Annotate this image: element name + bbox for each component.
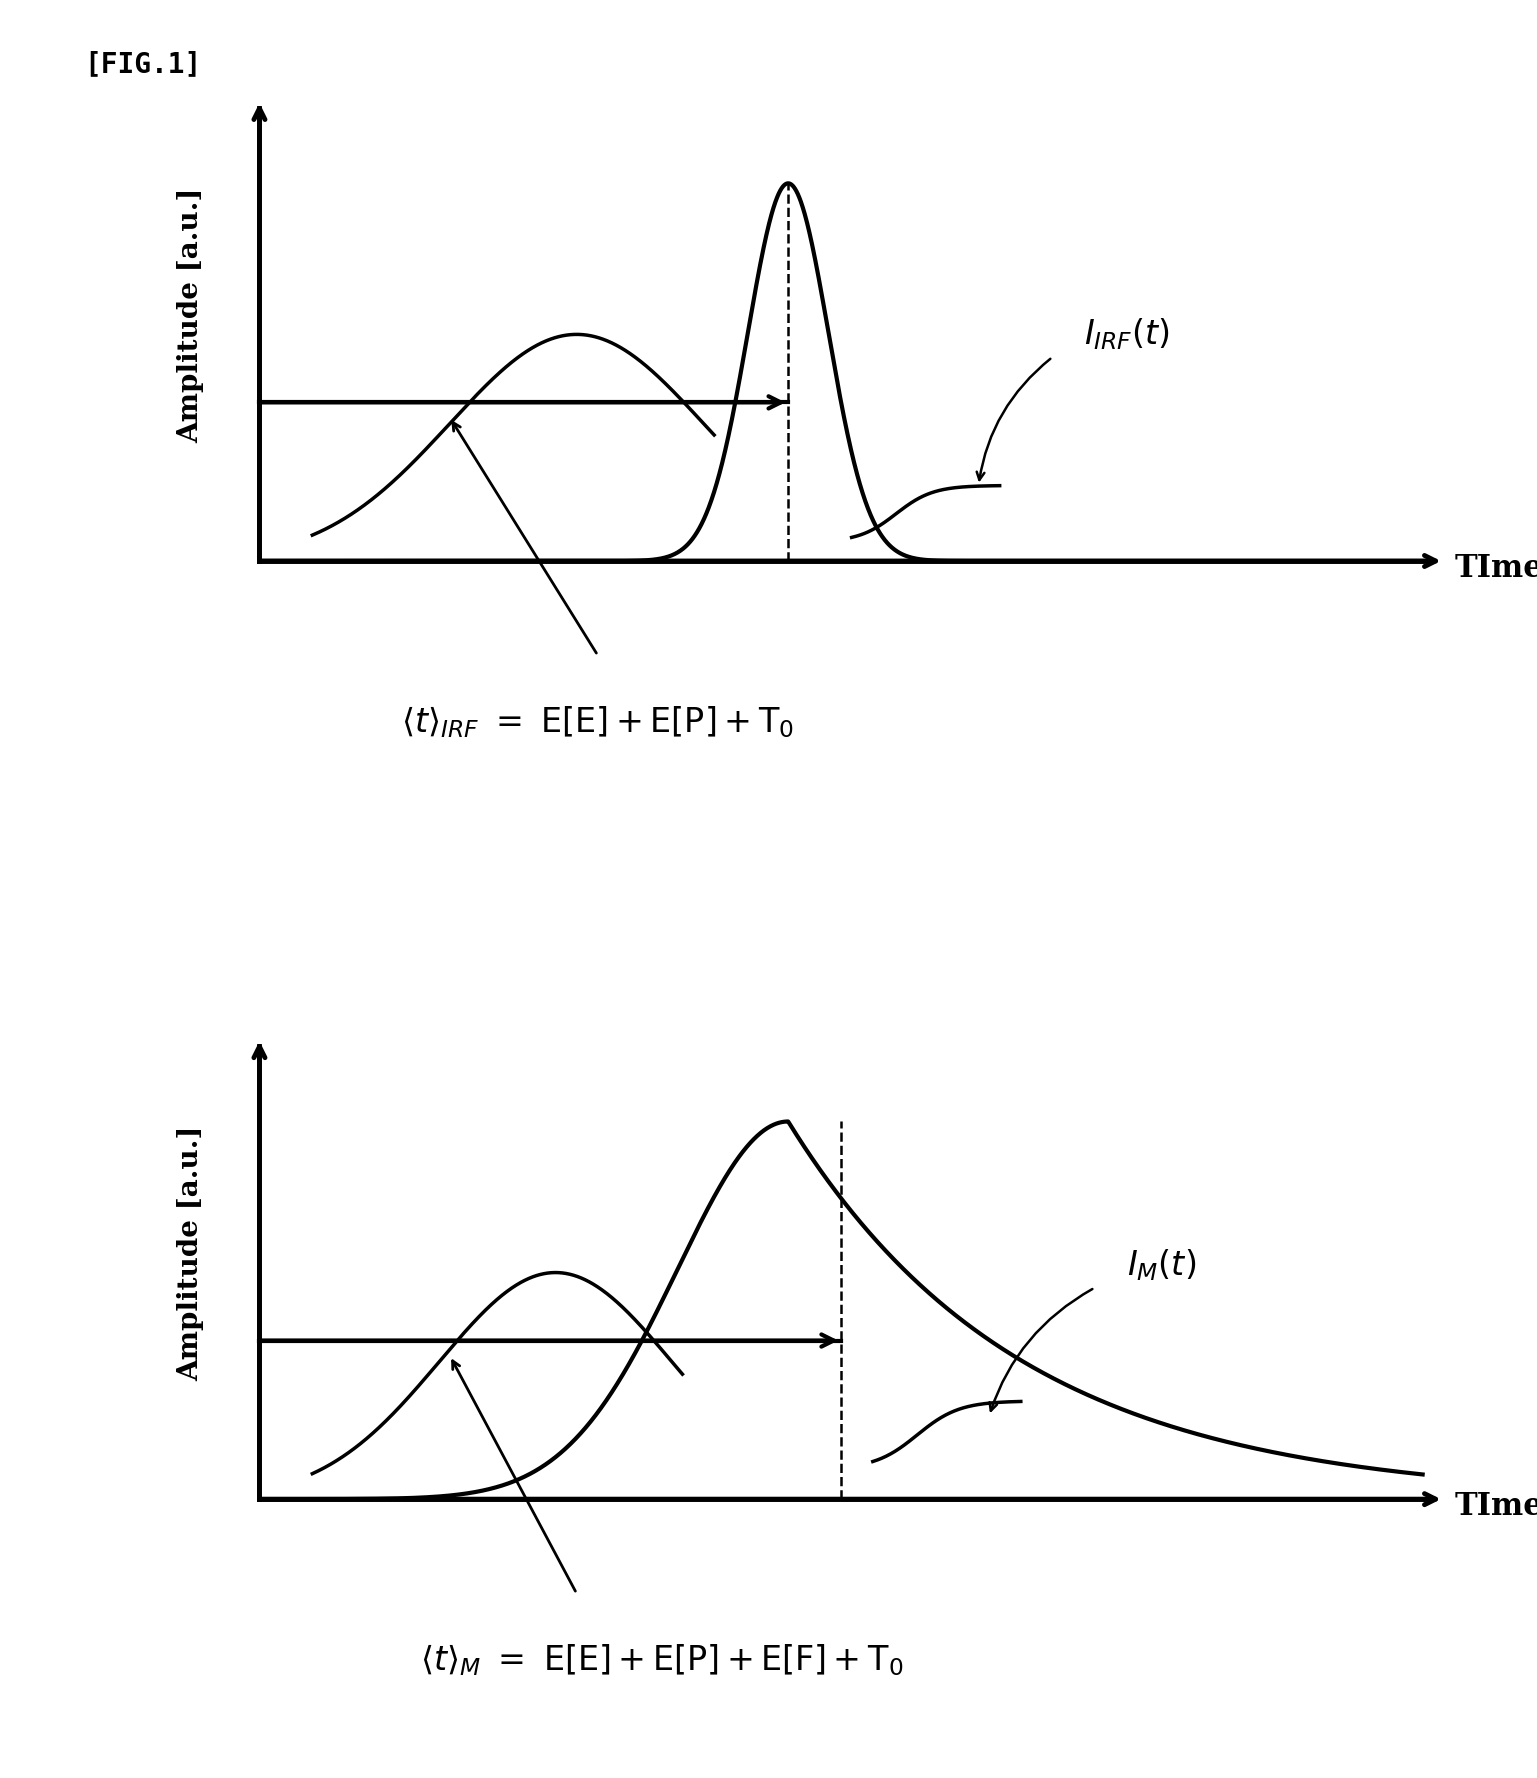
Text: TIme: TIme — [1454, 553, 1537, 583]
Text: TIme: TIme — [1454, 1492, 1537, 1522]
Text: $I_{IRF}(t)$: $I_{IRF}(t)$ — [1084, 316, 1170, 352]
Text: $\langle t\rangle_{IRF}\ =\ \mathrm{E[E]+E[P]+T_0}$: $\langle t\rangle_{IRF}\ =\ \mathrm{E[E]… — [401, 704, 795, 740]
Text: Amplitude [a.u.]: Amplitude [a.u.] — [177, 1125, 204, 1382]
Text: $I_M(t)$: $I_M(t)$ — [1127, 1246, 1196, 1284]
Text: [FIG.1]: [FIG.1] — [85, 50, 201, 78]
Text: Amplitude [a.u.]: Amplitude [a.u.] — [177, 188, 204, 443]
Text: $\langle t\rangle_M\ =\ \mathrm{E[E]+E[P]+E[F]+T_0}$: $\langle t\rangle_M\ =\ \mathrm{E[E]+E[P… — [420, 1643, 902, 1678]
